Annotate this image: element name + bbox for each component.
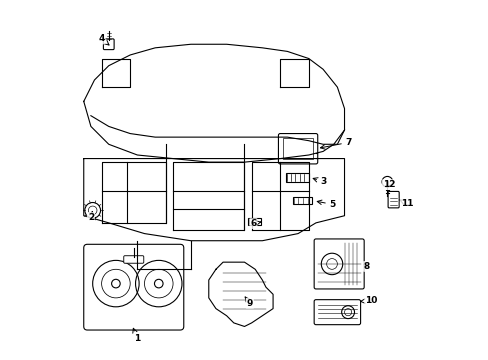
Bar xyxy=(283,138,312,159)
Text: 8: 8 xyxy=(363,262,369,271)
Text: 3: 3 xyxy=(312,177,325,186)
Text: 2: 2 xyxy=(87,211,94,222)
Text: 6: 6 xyxy=(250,219,260,228)
FancyBboxPatch shape xyxy=(313,239,364,289)
FancyBboxPatch shape xyxy=(278,134,317,164)
FancyBboxPatch shape xyxy=(123,256,143,263)
Text: 11: 11 xyxy=(399,199,412,208)
Bar xyxy=(292,197,312,204)
Bar xyxy=(247,218,260,225)
Text: 10: 10 xyxy=(360,296,377,305)
Text: 12: 12 xyxy=(382,180,395,189)
FancyBboxPatch shape xyxy=(103,39,114,50)
Text: 5: 5 xyxy=(317,200,334,209)
Bar xyxy=(285,173,308,182)
Text: 9: 9 xyxy=(244,297,252,308)
Text: 1: 1 xyxy=(133,328,140,343)
Text: 7: 7 xyxy=(320,138,350,149)
FancyBboxPatch shape xyxy=(313,300,360,325)
Text: 4: 4 xyxy=(98,35,109,45)
FancyBboxPatch shape xyxy=(83,244,183,330)
FancyBboxPatch shape xyxy=(387,192,398,208)
